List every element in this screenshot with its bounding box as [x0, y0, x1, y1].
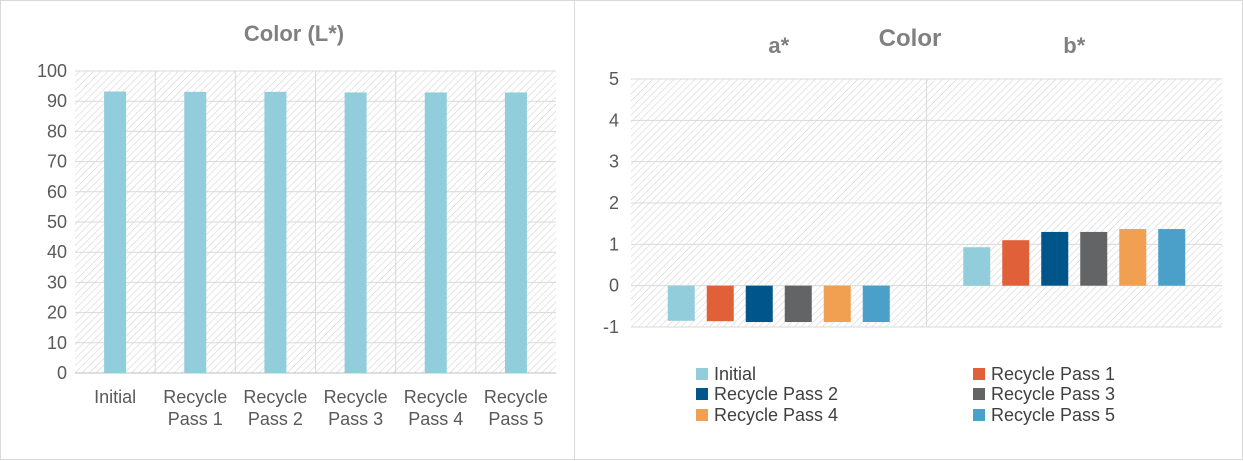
bar [1041, 231, 1069, 286]
legend-label: Recycle Pass 5 [991, 405, 1115, 425]
bar [745, 285, 773, 323]
y-tick-label: 90 [47, 91, 67, 111]
bar [667, 285, 695, 321]
legend-label: Recycle Pass 2 [714, 384, 838, 404]
bar [706, 285, 734, 322]
y-tick-label: 10 [47, 333, 67, 353]
x-tick-label: Pass 2 [248, 409, 303, 429]
y-tick-label: 5 [609, 69, 619, 89]
legend-swatch [973, 368, 985, 380]
x-tick-label: Pass 5 [488, 409, 543, 429]
x-tick-label: Recycle [243, 387, 307, 407]
bar [1002, 240, 1030, 286]
y-tick-label: 30 [47, 272, 67, 292]
y-tick-label: 60 [47, 182, 67, 202]
bar [184, 91, 207, 373]
legend-label: Recycle Pass 1 [991, 364, 1115, 384]
x-tick-label: Recycle [484, 387, 548, 407]
bar [862, 285, 890, 323]
x-tick-label: Pass 1 [168, 409, 223, 429]
legend-label: Initial [714, 364, 756, 384]
y-tick-label: -1 [603, 317, 619, 337]
chart-title: Color [879, 25, 942, 52]
bar [1080, 231, 1108, 286]
legend-swatch [973, 388, 985, 400]
chart-title: Color (L*) [244, 21, 344, 46]
bar [504, 92, 527, 373]
y-tick-label: 0 [609, 276, 619, 296]
x-tick-label: Pass 4 [408, 409, 463, 429]
bar [264, 91, 287, 373]
y-tick-label: 3 [609, 152, 619, 172]
y-tick-label: 1 [609, 234, 619, 254]
y-tick-label: 2 [609, 193, 619, 213]
bar [344, 92, 367, 373]
y-tick-label: 70 [47, 152, 67, 172]
x-tick-label: Recycle [404, 387, 468, 407]
x-tick-label: Recycle [163, 387, 227, 407]
chart-l-star-svg: Color (L*) 0 10 20 30 40 50 60 70 80 90 100 Initial… [37, 21, 556, 429]
x-tick-label: Initial [94, 387, 136, 407]
category-label: b* [1063, 33, 1085, 58]
y-tick-label: 0 [57, 363, 67, 383]
y-tick-label: 40 [47, 242, 67, 262]
y-tick-label: 20 [47, 303, 67, 323]
y-tick-label: 50 [47, 212, 67, 232]
bar [823, 285, 851, 323]
bar [1158, 229, 1186, 286]
bar [424, 92, 447, 373]
bar [104, 91, 127, 373]
legend-swatch [696, 388, 708, 400]
y-tick-label: 80 [47, 121, 67, 141]
y-tick-label: 100 [37, 61, 67, 81]
bar [1119, 229, 1147, 286]
x-tick-label: Pass 3 [328, 409, 383, 429]
legend-label: Recycle Pass 4 [714, 405, 838, 425]
bar [784, 285, 812, 323]
legend-swatch [696, 409, 708, 421]
y-tick-label: 4 [609, 110, 619, 130]
bar [963, 247, 991, 286]
legend-swatch [973, 409, 985, 421]
category-label: a* [768, 33, 789, 58]
chart-panel-l-star: Color (L*) 0 10 20 30 40 50 60 70 80 90 100 Initial… [0, 0, 575, 460]
legend-label: Recycle Pass 3 [991, 384, 1115, 404]
x-tick-label: Recycle [324, 387, 388, 407]
legend-swatch [696, 368, 708, 380]
